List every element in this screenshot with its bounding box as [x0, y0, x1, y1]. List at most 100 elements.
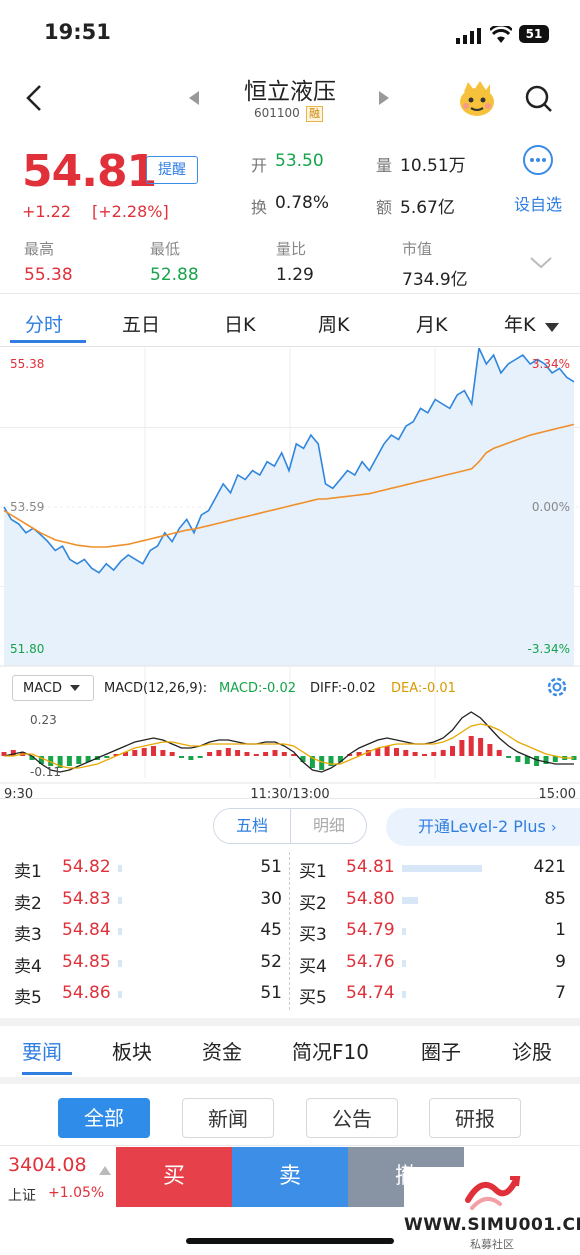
tab-sector[interactable]: 板块	[112, 1040, 152, 1064]
macd-bar	[179, 756, 184, 758]
tab-trade-detail[interactable]: 明细	[290, 809, 367, 843]
level2-upgrade-button[interactable]: 开通Level-2 Plus ›	[386, 808, 580, 846]
filter-news[interactable]: 新闻	[182, 1098, 274, 1138]
filter-all[interactable]: 全部	[58, 1098, 150, 1138]
watermark	[404, 1167, 580, 1255]
macd-bar	[1, 752, 7, 756]
indicator-select-value: MACD	[23, 681, 62, 696]
tab-diagnosis[interactable]: 诊股	[512, 1040, 552, 1064]
macd-bar	[188, 756, 194, 760]
intraday-chart[interactable]: 55.38 53.59 51.80 3.34% 0.00% -3.34% 0.2…	[0, 348, 580, 808]
macd-bar	[160, 750, 166, 756]
macd-bar	[337, 756, 343, 762]
price-area	[4, 348, 574, 666]
bid-label: 买3	[299, 925, 327, 945]
bid-volume-bar	[402, 928, 406, 935]
macd-bar	[487, 744, 493, 756]
filter-research[interactable]: 研报	[429, 1098, 521, 1138]
tab-funds[interactable]: 资金	[202, 1040, 242, 1064]
volume-ratio-label: 量比	[276, 240, 307, 258]
index-value[interactable]: 3404.08	[8, 1154, 87, 1176]
sell-button[interactable]: 卖	[232, 1147, 348, 1207]
macd-bar	[253, 754, 259, 756]
ask-label: 卖4	[14, 956, 42, 977]
favorite-icon[interactable]	[523, 145, 553, 175]
macd-bar	[412, 752, 418, 756]
macd-bar	[328, 756, 334, 766]
buy-button[interactable]: 买	[116, 1147, 232, 1207]
low-label: 最低	[150, 240, 181, 258]
divider	[0, 1145, 580, 1146]
ask-volume-bar	[118, 928, 122, 935]
ask-label: 卖5	[14, 988, 42, 1008]
add-favorite-button[interactable]: 设自选	[514, 195, 563, 214]
low-value: 52.88	[150, 265, 199, 285]
divider	[289, 852, 291, 1010]
volume-value: 10.51万	[400, 156, 466, 176]
triangle-up-icon	[99, 1160, 111, 1179]
open-label: 开	[251, 156, 268, 175]
amount-value: 5.67亿	[400, 198, 455, 218]
watermark-logo-icon	[462, 1170, 522, 1218]
macd-bar	[534, 756, 540, 766]
macd-bar	[552, 756, 558, 762]
bid-price: 54.79	[346, 920, 395, 940]
bid-price: 54.76	[346, 951, 395, 972]
back-icon[interactable]	[24, 84, 44, 116]
tab-intraday[interactable]: 分时	[25, 314, 64, 336]
ask-label: 卖3	[14, 925, 42, 945]
macd-bar	[132, 750, 138, 756]
status-time: 19:51	[44, 20, 111, 44]
bid-volume-bar	[402, 865, 482, 872]
tab-five-day[interactable]: 五日	[122, 314, 161, 336]
macd-bar	[375, 748, 381, 756]
prev-stock-icon[interactable]	[188, 90, 200, 110]
macd-bar	[468, 736, 474, 756]
next-stock-icon[interactable]	[378, 90, 390, 110]
bid-label: 买4	[299, 956, 327, 977]
tab-f10[interactable]: 简况F10	[292, 1040, 369, 1064]
battery-icon: 51	[519, 25, 549, 43]
tab-news[interactable]: 要闻	[22, 1040, 62, 1064]
watermark-subtitle: 私募社区	[470, 1238, 514, 1251]
macd-bar	[235, 750, 241, 756]
volume-ratio-value: 1.29	[276, 265, 314, 285]
tab-weekly-k[interactable]: 周K	[318, 314, 350, 336]
change-value: +1.22	[22, 202, 72, 221]
axis-price-top: 55.38	[10, 357, 44, 371]
ask-volume: 52	[260, 951, 282, 972]
remind-button[interactable]: 提醒	[146, 156, 198, 184]
open-value: 53.50	[275, 151, 324, 171]
tab-yearly-k[interactable]: 年K	[504, 314, 536, 336]
ask-price: 54.84	[62, 920, 111, 940]
search-icon[interactable]	[524, 84, 554, 118]
chevron-down-icon[interactable]	[545, 318, 559, 337]
high-value: 55.38	[24, 265, 73, 285]
ask-label: 卖2	[14, 893, 42, 914]
ask-volume-bar	[118, 865, 122, 872]
filter-announcements[interactable]: 公告	[306, 1098, 398, 1138]
mascot-icon[interactable]	[456, 78, 498, 122]
expand-icon[interactable]	[529, 255, 553, 274]
macd-bar	[347, 754, 353, 756]
tab-circle[interactable]: 圈子	[421, 1040, 461, 1064]
bid-price: 54.81	[346, 857, 395, 877]
tab-daily-k[interactable]: 日K	[224, 314, 256, 336]
settings-icon[interactable]	[544, 674, 570, 704]
macd-bar	[450, 746, 455, 756]
index-percent: +1.05%	[48, 1185, 105, 1201]
indicator-select[interactable]: MACD	[12, 675, 94, 701]
macd-bar	[10, 750, 16, 756]
tab-five-levels[interactable]: 五档	[214, 809, 290, 843]
tab-monthly-k[interactable]: 月K	[416, 314, 448, 336]
macd-bar	[403, 750, 409, 756]
bid-price: 54.80	[346, 888, 395, 909]
time-label-close: 15:00	[539, 787, 576, 802]
bid-label: 买5	[299, 988, 327, 1008]
macd-bar	[272, 750, 278, 756]
divider	[0, 1077, 580, 1084]
ask-volume-bar	[118, 896, 122, 904]
bid-volume: 85	[544, 888, 566, 909]
macd-bar	[76, 756, 82, 764]
macd-bar	[38, 756, 44, 764]
